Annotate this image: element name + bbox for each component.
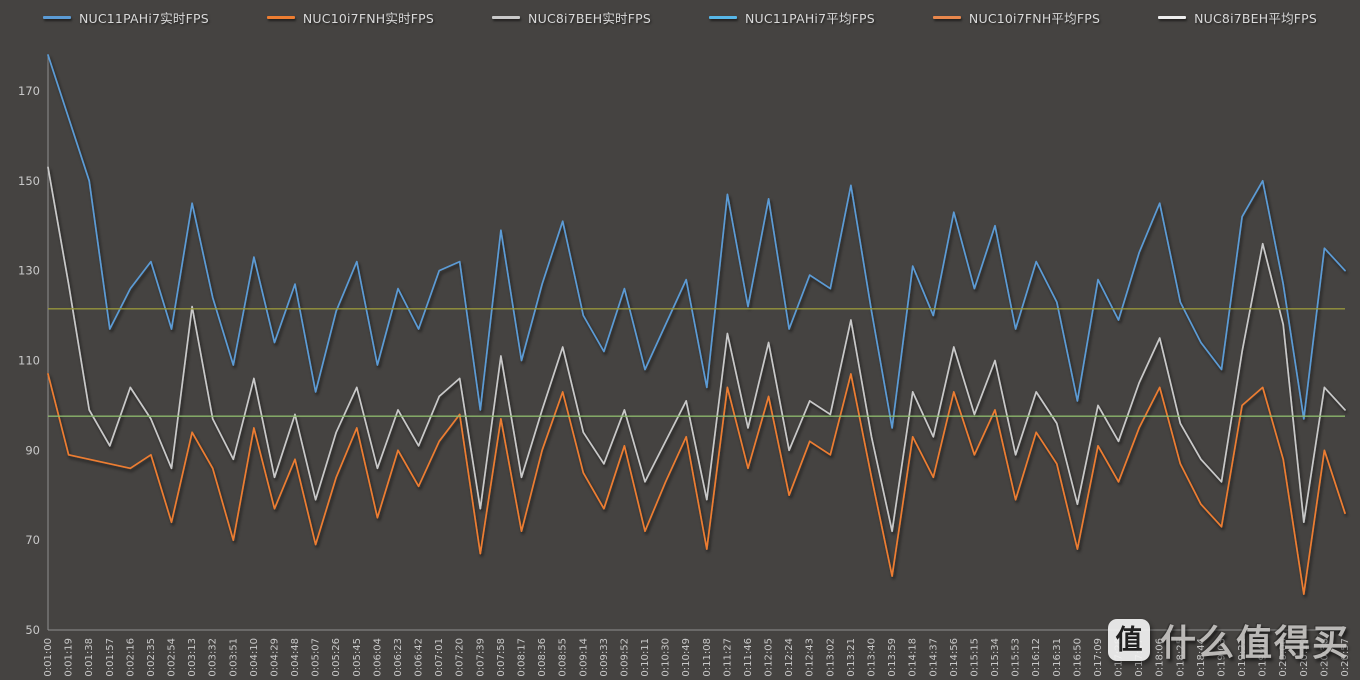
svg-text:130: 130 (18, 264, 40, 278)
svg-text:0:13:21: 0:13:21 (846, 638, 857, 677)
svg-text:0:06:23: 0:06:23 (393, 638, 404, 677)
svg-text:0:05:45: 0:05:45 (352, 638, 363, 677)
svg-text:0:11:08: 0:11:08 (702, 638, 713, 677)
legend-line-swatch (42, 16, 71, 19)
legend-item-nuc11-average: NUC11PAHi7平均FPS (709, 8, 875, 27)
legend-item-nuc8-realtime: NUC8i7BEH实时FPS (492, 8, 651, 27)
svg-text:0:07:01: 0:07:01 (434, 638, 445, 677)
legend-label: NUC10i7FNH平均FPS (968, 11, 1101, 26)
svg-text:110: 110 (18, 353, 40, 367)
svg-text:0:18:06: 0:18:06 (1155, 638, 1166, 677)
svg-text:0:01:38: 0:01:38 (84, 638, 95, 677)
smzdm-logo-char: 值 (1115, 624, 1143, 656)
svg-text:0:06:42: 0:06:42 (414, 638, 425, 677)
svg-text:0:01:19: 0:01:19 (64, 638, 75, 677)
smzdm-watermark: 值 什么值得买 (1107, 614, 1350, 666)
svg-text:0:01:57: 0:01:57 (105, 638, 116, 677)
legend-label: NUC8i7BEH实时FPS (528, 11, 651, 26)
svg-text:0:15:34: 0:15:34 (990, 638, 1001, 677)
legend-label: NUC8i7BEH平均FPS (1194, 11, 1318, 26)
svg-text:0:05:07: 0:05:07 (311, 638, 322, 677)
svg-text:0:13:59: 0:13:59 (887, 638, 898, 677)
svg-text:0:02:54: 0:02:54 (167, 638, 178, 677)
legend-label: NUC10i7FNH实时FPS (302, 11, 435, 26)
svg-text:0:03:51: 0:03:51 (228, 638, 239, 677)
svg-text:0:19:41: 0:19:41 (1258, 638, 1269, 677)
svg-text:0:03:32: 0:03:32 (208, 638, 219, 677)
svg-text:150: 150 (18, 174, 40, 188)
legend-label: NUC11PAHi7实时FPS (78, 11, 209, 26)
legend-line-swatch (932, 16, 961, 19)
svg-text:0:14:56: 0:14:56 (949, 638, 960, 677)
legend-line-swatch (492, 16, 521, 19)
legend-item-nuc11-realtime: NUC11PAHi7实时FPS (42, 8, 209, 27)
svg-text:0:17:09: 0:17:09 (1093, 638, 1104, 677)
legend-label: NUC11PAHi7平均FPS (745, 11, 875, 26)
svg-text:0:10:11: 0:10:11 (640, 638, 651, 677)
svg-text:0:11:46: 0:11:46 (743, 638, 754, 677)
svg-text:0:09:52: 0:09:52 (619, 638, 630, 677)
svg-text:0:14:18: 0:14:18 (908, 638, 919, 677)
svg-text:0:08:55: 0:08:55 (558, 638, 569, 677)
svg-text:0:12:24: 0:12:24 (784, 638, 795, 677)
svg-text:0:02:35: 0:02:35 (146, 638, 157, 677)
svg-text:0:13:02: 0:13:02 (825, 638, 836, 677)
svg-text:0:10:49: 0:10:49 (681, 638, 692, 677)
legend-line-swatch (709, 16, 737, 19)
legend-line-swatch (266, 16, 295, 19)
svg-text:50: 50 (25, 623, 40, 637)
svg-text:0:09:14: 0:09:14 (578, 638, 589, 677)
svg-text:0:14:37: 0:14:37 (928, 638, 939, 677)
svg-text:0:18:44: 0:18:44 (1196, 638, 1207, 677)
svg-text:0:10:30: 0:10:30 (661, 638, 672, 677)
svg-text:0:01:00: 0:01:00 (43, 638, 54, 677)
svg-text:0:20:57: 0:20:57 (1340, 638, 1351, 677)
svg-text:0:02:16: 0:02:16 (125, 638, 136, 677)
svg-text:0:07:39: 0:07:39 (475, 638, 486, 677)
svg-text:0:15:53: 0:15:53 (1011, 638, 1022, 677)
svg-text:0:20:00: 0:20:00 (1278, 638, 1289, 677)
legend-item-nuc10-average: NUC10i7FNH平均FPS (932, 8, 1101, 27)
smzdm-logo-icon: 值 (1107, 619, 1150, 661)
svg-text:0:03:13: 0:03:13 (187, 638, 198, 677)
svg-text:0:20:38: 0:20:38 (1319, 638, 1330, 677)
svg-text:0:20:19: 0:20:19 (1299, 638, 1310, 677)
svg-text:0:08:36: 0:08:36 (537, 638, 548, 677)
svg-text:0:19:03: 0:19:03 (1216, 638, 1227, 677)
svg-text:0:13:40: 0:13:40 (866, 638, 877, 677)
smzdm-watermark-text: 什么值得买 (1159, 623, 1350, 664)
svg-text:0:04:10: 0:04:10 (249, 638, 260, 677)
svg-text:0:09:33: 0:09:33 (599, 638, 610, 677)
svg-text:0:12:43: 0:12:43 (805, 638, 816, 677)
legend-item-nuc8-average: NUC8i7BEH平均FPS (1158, 8, 1317, 27)
svg-text:0:06:04: 0:06:04 (372, 638, 383, 677)
legend-item-nuc10-realtime: NUC10i7FNH实时FPS (266, 8, 435, 27)
svg-text:70: 70 (25, 533, 40, 547)
svg-text:0:19:22: 0:19:22 (1237, 638, 1248, 677)
svg-text:90: 90 (25, 443, 40, 457)
svg-text:0:07:20: 0:07:20 (455, 638, 466, 677)
svg-text:0:07:58: 0:07:58 (496, 638, 507, 677)
svg-text:0:12:05: 0:12:05 (764, 638, 775, 677)
svg-text:0:05:26: 0:05:26 (331, 638, 342, 677)
svg-text:0:11:27: 0:11:27 (722, 638, 733, 677)
svg-text:0:08:17: 0:08:17 (517, 638, 528, 677)
svg-text:0:18:25: 0:18:25 (1175, 638, 1186, 677)
svg-text:0:15:15: 0:15:15 (969, 638, 980, 677)
svg-text:0:16:12: 0:16:12 (1031, 638, 1042, 677)
svg-text:0:04:29: 0:04:29 (269, 638, 280, 677)
svg-text:0:04:48: 0:04:48 (290, 638, 301, 677)
svg-text:0:16:50: 0:16:50 (1072, 638, 1083, 677)
svg-text:170: 170 (18, 84, 40, 98)
chart-legend: NUC11PAHi7实时FPS NUC10i7FNH实时FPS NUC8i7BE… (0, 8, 1360, 27)
svg-text:0:16:31: 0:16:31 (1052, 638, 1063, 677)
legend-line-swatch (1158, 16, 1187, 19)
